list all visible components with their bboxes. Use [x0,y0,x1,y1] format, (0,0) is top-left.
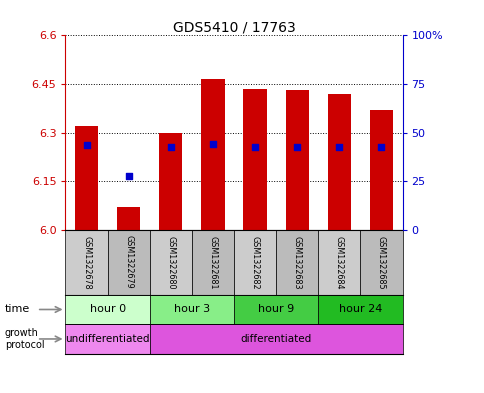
Bar [318,295,402,324]
Text: GSM1322684: GSM1322684 [334,235,343,289]
Bar [192,230,233,295]
Text: GSM1322683: GSM1322683 [292,235,301,289]
Point [335,144,343,151]
Bar [117,207,140,230]
Bar [107,230,150,295]
Text: GSM1322680: GSM1322680 [166,235,175,289]
Bar [150,295,233,324]
Text: GSM1322679: GSM1322679 [124,235,133,289]
Point [124,173,132,180]
Point [293,144,301,151]
Bar [233,295,318,324]
Bar [75,126,98,230]
Bar [150,324,402,354]
Text: GSM1322681: GSM1322681 [208,235,217,289]
Bar [369,110,392,230]
Text: time: time [5,305,30,314]
Text: growth
protocol: growth protocol [5,328,45,350]
Text: hour 9: hour 9 [257,305,294,314]
Text: GSM1322678: GSM1322678 [82,235,91,289]
Bar [285,90,308,230]
Bar [159,132,182,230]
Bar [65,295,150,324]
Text: undifferentiated: undifferentiated [65,334,150,344]
Point [251,144,258,151]
Bar [233,230,275,295]
Text: hour 24: hour 24 [338,305,381,314]
Point [166,144,174,151]
Title: GDS5410 / 17763: GDS5410 / 17763 [172,20,295,34]
Text: GSM1322685: GSM1322685 [376,235,385,289]
Text: GSM1322682: GSM1322682 [250,235,259,289]
Bar [243,89,266,230]
Bar [65,230,107,295]
Bar [327,94,350,230]
Text: differentiated: differentiated [240,334,311,344]
Point [82,141,90,148]
Bar [318,230,360,295]
Bar [201,79,224,230]
Text: hour 0: hour 0 [90,305,125,314]
Point [377,144,385,151]
Bar [275,230,318,295]
Point [209,141,216,147]
Bar [65,324,150,354]
Bar [360,230,402,295]
Bar [150,230,192,295]
Text: hour 3: hour 3 [173,305,210,314]
